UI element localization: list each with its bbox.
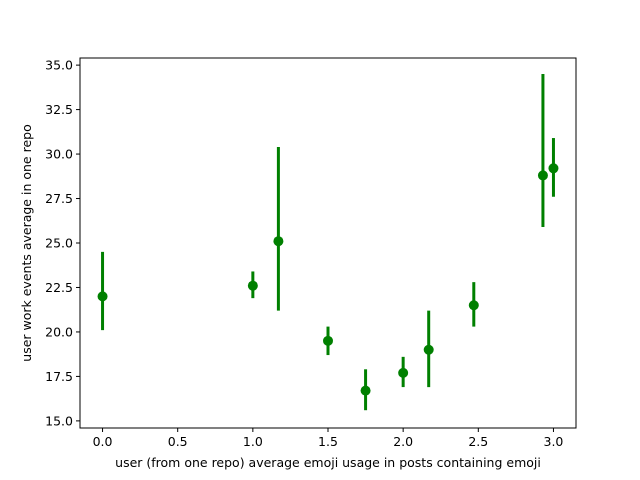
x-tick-label: 1.0 xyxy=(243,434,263,449)
y-tick-label: 27.5 xyxy=(45,191,73,206)
data-point xyxy=(537,170,548,181)
y-tick-label: 35.0 xyxy=(45,58,73,73)
y-tick-label: 17.5 xyxy=(45,369,73,384)
x-tick-label: 2.0 xyxy=(393,434,413,449)
data-point xyxy=(468,300,479,311)
x-tick-label: 0.0 xyxy=(93,434,113,449)
y-tick-label: 22.5 xyxy=(45,280,73,295)
x-tick-label: 0.5 xyxy=(168,434,188,449)
data-point xyxy=(97,291,108,302)
plot-frame xyxy=(79,57,577,429)
data-point xyxy=(423,344,434,355)
y-tick-label: 32.5 xyxy=(45,102,73,117)
data-point xyxy=(247,280,258,291)
y-tick-label: 15.0 xyxy=(45,413,73,428)
x-axis-ticks: 0.0 0.5 1.0 1.5 2.0 2.5 3.0 xyxy=(93,428,564,449)
x-tick-label: 2.5 xyxy=(468,434,488,449)
y-tick-label: 20.0 xyxy=(45,324,73,339)
data-point xyxy=(323,335,333,346)
plot-area xyxy=(80,58,576,428)
data-marks xyxy=(97,74,559,411)
data-point xyxy=(360,385,371,396)
y-tick-label: 30.0 xyxy=(45,147,73,162)
x-axis-label: user (from one repo) average emoji usage… xyxy=(115,455,541,470)
y-axis-label: user work events average in one repo xyxy=(19,124,34,361)
y-tick-label: 25.0 xyxy=(45,236,73,251)
data-point xyxy=(548,163,559,174)
data-point xyxy=(398,367,409,378)
y-axis-ticks: 15.0 17.5 20.0 22.5 25.0 27.5 30.0 32.5 35.0 xyxy=(45,58,80,428)
data-point xyxy=(273,236,284,247)
x-tick-label: 3.0 xyxy=(544,434,564,449)
x-tick-label: 1.5 xyxy=(318,434,338,449)
